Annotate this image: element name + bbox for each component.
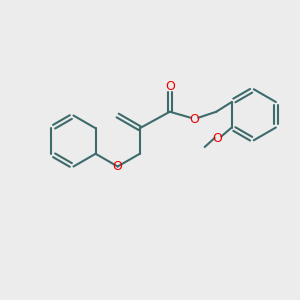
Text: O: O	[165, 80, 175, 93]
Text: O: O	[213, 131, 223, 145]
Text: O: O	[189, 113, 199, 126]
Text: O: O	[113, 160, 123, 173]
